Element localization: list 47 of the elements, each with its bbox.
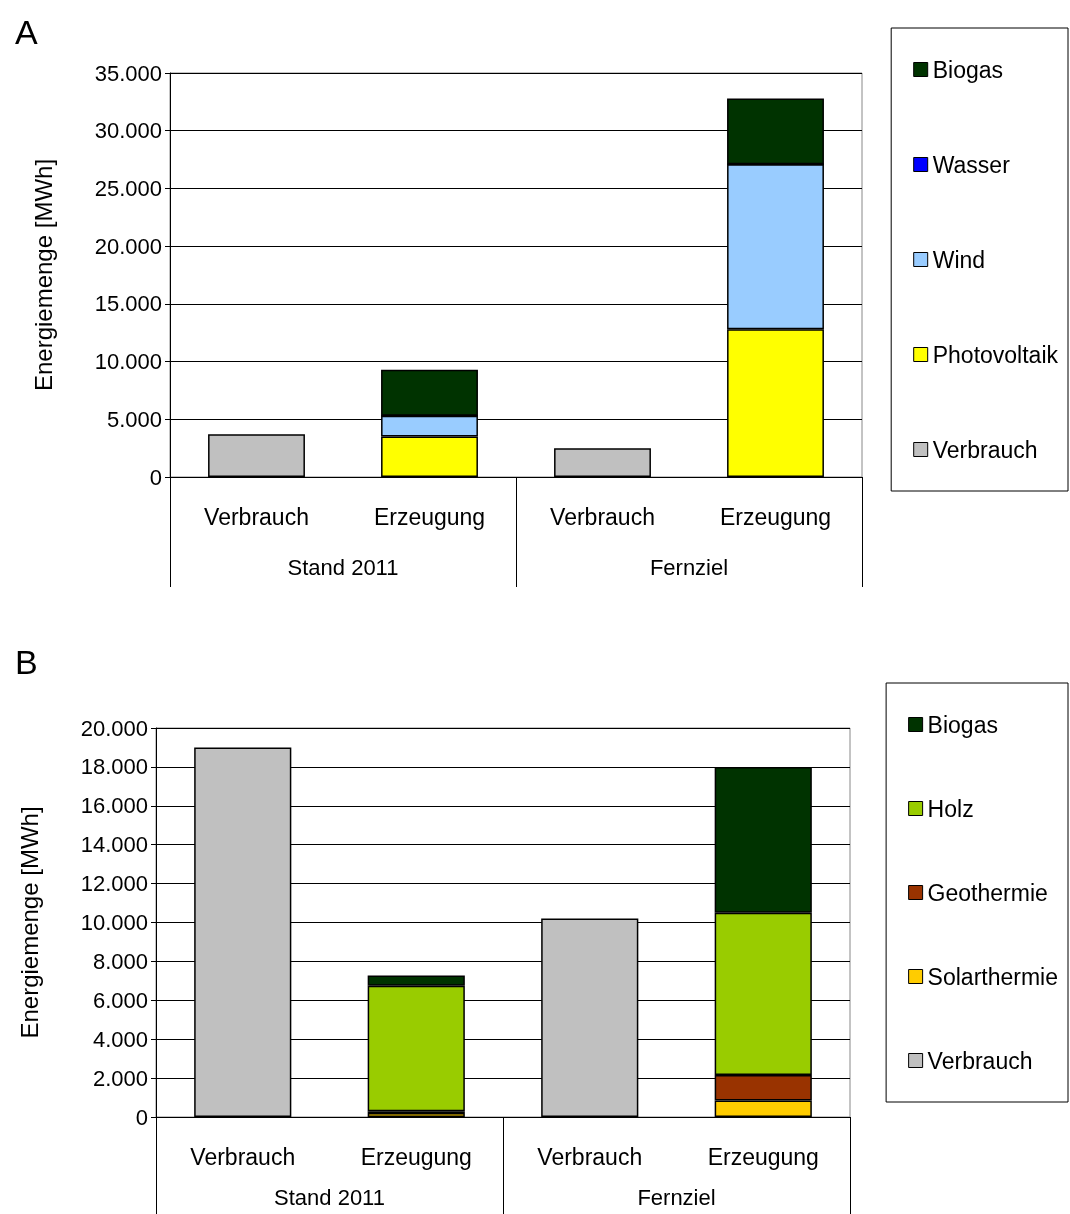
y-tick-label: 20.000 <box>94 233 162 259</box>
x-tick-label: Verbrauch <box>550 503 655 530</box>
y-tick-label: 16.000 <box>80 793 148 819</box>
x-tick-label: Erzeugung <box>707 1143 819 1170</box>
x-tick-label: Verbrauch <box>537 1143 643 1170</box>
y-tick-label: 0 <box>149 464 162 490</box>
chart-title: B <box>15 643 38 681</box>
legend-label: Holz <box>927 795 974 822</box>
text: Stand 2011 <box>287 554 399 580</box>
y-tick-label: 2.000 <box>92 1065 148 1091</box>
bar <box>554 448 651 477</box>
legend-label: Photovoltaik <box>932 341 1059 368</box>
y-tick-label: 20.000 <box>80 715 148 741</box>
bar <box>208 434 305 477</box>
x-tick-label: Erzeugung <box>373 503 486 530</box>
y-tick-label: 30.000 <box>94 118 162 144</box>
x-tick-label: Erzeugung <box>719 503 832 530</box>
y-axis-title: Energiemenge [MWh] <box>29 158 57 392</box>
x-tick-label: Erzeugung <box>360 1143 472 1170</box>
legend-label: Geothermie <box>927 879 1048 906</box>
y-tick-label: 12.000 <box>80 871 148 897</box>
x-tick-label: Verbrauch <box>190 1143 296 1170</box>
y-tick-label: 10.000 <box>94 349 162 375</box>
y-tick-label: 0 <box>135 1104 148 1130</box>
chart-title: A <box>15 13 38 51</box>
y-tick-label: 15.000 <box>94 291 162 317</box>
y-tick-label: 25.000 <box>94 175 162 201</box>
legend-label: Verbrauch <box>932 436 1038 463</box>
y-tick-label: 4.000 <box>92 1026 148 1052</box>
text: Fernziel <box>637 1184 716 1210</box>
y-tick-label: 18.000 <box>80 754 148 780</box>
legend-label: Biogas <box>932 56 1004 83</box>
text: Fernziel <box>649 554 729 580</box>
legend-label: Wasser <box>932 151 1011 178</box>
legend-label: Biogas <box>927 711 998 738</box>
y-tick-label: 35.000 <box>94 60 162 86</box>
y-tick-label: 8.000 <box>92 948 148 974</box>
y-tick-label: 6.000 <box>92 987 148 1013</box>
y-axis-title: Energiemenge [MWh] <box>15 806 43 1039</box>
legend-label: Verbrauch <box>927 1047 1033 1074</box>
y-tick-label: 5.000 <box>106 406 162 432</box>
y-tick-label: 10.000 <box>80 910 148 935</box>
legend-label: Wind <box>932 246 986 273</box>
x-tick-label: Verbrauch <box>204 503 309 530</box>
legend-label: Solarthermie <box>927 963 1058 990</box>
y-tick-label: 14.000 <box>80 832 148 858</box>
text: Stand 2011 <box>274 1184 385 1210</box>
